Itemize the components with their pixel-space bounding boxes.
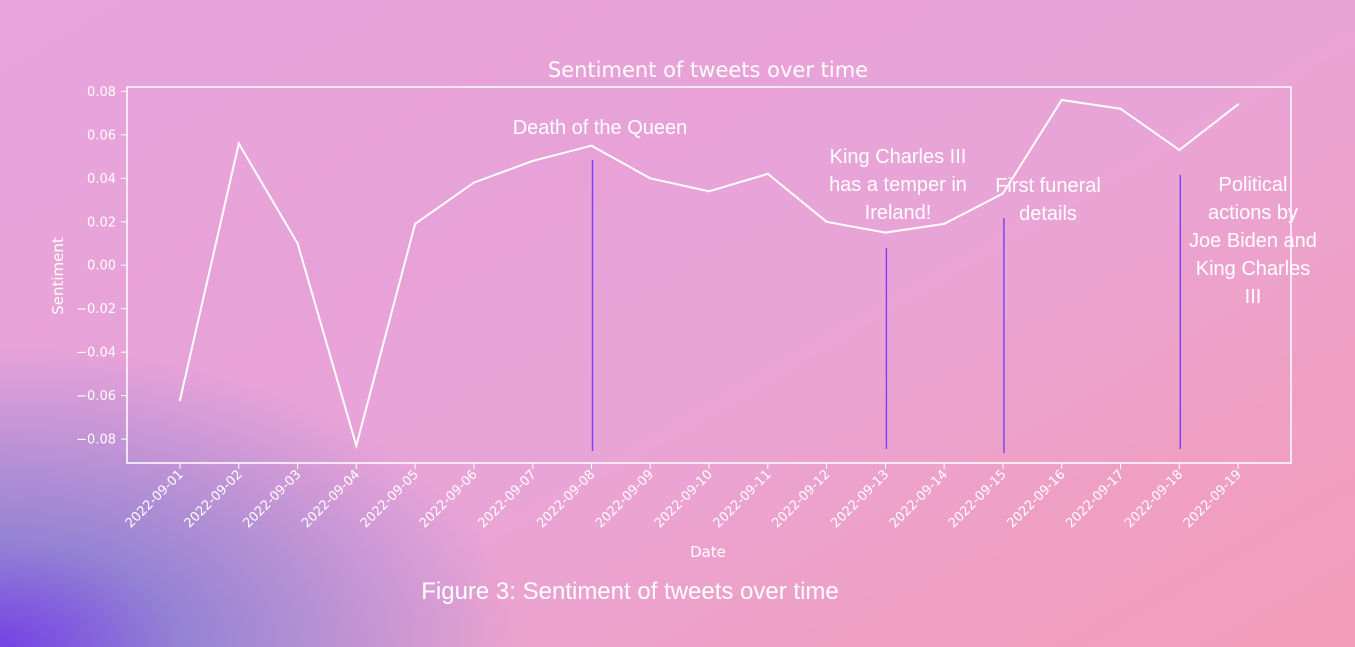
event-marker-lines [591, 160, 1182, 453]
data-point-2022-09-18 [1178, 148, 1181, 152]
plot-frame [126, 86, 1292, 464]
x-tick-label: 2022-09-18 [1122, 467, 1186, 531]
data-point-2022-09-03 [296, 242, 299, 245]
data-point-2022-09-10 [707, 190, 711, 193]
x-tick-label: 2022-09-02 [182, 467, 246, 531]
y-axis-label: Sentiment [49, 237, 67, 315]
data-point-2022-09-06 [472, 181, 476, 184]
y-tick-label: 0.02 [87, 215, 116, 230]
x-tick-label: 2022-09-13 [828, 467, 892, 531]
x-axis-ticks: 2022-09-012022-09-022022-09-032022-09-04… [123, 463, 1245, 531]
x-tick-label: 2022-09-03 [240, 467, 304, 531]
data-point-2022-09-08 [590, 144, 593, 147]
event-annotation-text: First funeral [995, 175, 1101, 197]
event-annotation-text: actions by [1208, 202, 1298, 224]
y-tick-label: 0.06 [87, 128, 116, 143]
y-tick-label: −0.04 [76, 346, 116, 361]
x-tick-label: 2022-09-19 [1181, 467, 1245, 531]
sentiment-series-line [179, 98, 1239, 450]
event-annotation-text: Joe Biden and [1189, 230, 1317, 252]
data-point-2022-09-15 [1001, 192, 1005, 195]
y-axis-ticks: 0.08 0.06 0.04 0.02 0.00 −0.02 −0.04 −0.06 −0.08 [76, 85, 127, 448]
data-point-2022-09-12 [825, 220, 828, 223]
data-point-2022-09-16 [1060, 98, 1063, 102]
data-point-2022-09-01 [178, 398, 182, 402]
x-tick-label: 2022-09-05 [358, 467, 422, 531]
event-annotation-text: King Charles III [830, 146, 967, 168]
y-tick-label: 0.00 [87, 259, 116, 274]
y-tick-label: 0.04 [87, 172, 116, 187]
event-annotation-text: has a temper in [829, 174, 967, 196]
event-annotation-text: Ireland! [865, 202, 932, 224]
x-tick-label: 2022-09-14 [887, 467, 951, 531]
y-tick-label: −0.06 [76, 389, 116, 404]
x-tick-label: 2022-09-11 [711, 467, 775, 531]
data-point-2022-09-11 [766, 172, 769, 176]
data-points [178, 98, 1240, 447]
x-axis-label: Date [690, 543, 726, 561]
data-point-2022-09-02 [237, 142, 240, 145]
figure-caption: Figure 3: Sentiment of tweets over time [421, 578, 839, 605]
y-tick-label: −0.02 [76, 302, 116, 317]
data-point-2022-09-19 [1236, 103, 1240, 106]
x-tick-label: 2022-09-10 [652, 467, 716, 531]
data-point-2022-09-17 [1119, 107, 1122, 110]
event-annotation-text: III [1245, 286, 1262, 308]
x-tick-label: 2022-09-01 [123, 467, 187, 531]
data-point-2022-09-07 [531, 159, 534, 163]
data-point-2022-09-04 [355, 444, 358, 447]
data-point-2022-09-13 [884, 231, 887, 234]
event-annotation-text: Death of the Queen [513, 117, 688, 139]
event-annotations: Death of the Queen King Charles III has a … [513, 117, 1317, 308]
chart-title: Sentiment of tweets over time [548, 58, 868, 82]
event-annotation-text: details [1019, 203, 1077, 225]
x-tick-label: 2022-09-15 [946, 467, 1010, 531]
data-point-2022-09-14 [942, 222, 946, 226]
x-tick-label: 2022-09-07 [475, 467, 539, 531]
x-tick-label: 2022-09-12 [769, 467, 833, 531]
x-tick-label: 2022-09-06 [417, 467, 481, 531]
x-tick-label: 2022-09-09 [593, 467, 657, 531]
event-annotation-text: King Charles [1196, 258, 1311, 280]
y-tick-label: −0.08 [76, 433, 116, 448]
event-annotation-text: Political [1219, 174, 1288, 196]
x-tick-label: 2022-09-16 [1004, 467, 1068, 531]
y-tick-label: 0.08 [87, 85, 116, 100]
x-tick-label: 2022-09-08 [534, 467, 598, 531]
data-point-2022-09-05 [413, 222, 417, 226]
x-tick-label: 2022-09-04 [299, 467, 363, 531]
x-tick-label: 2022-09-17 [1063, 467, 1127, 531]
data-point-2022-09-09 [649, 177, 652, 180]
